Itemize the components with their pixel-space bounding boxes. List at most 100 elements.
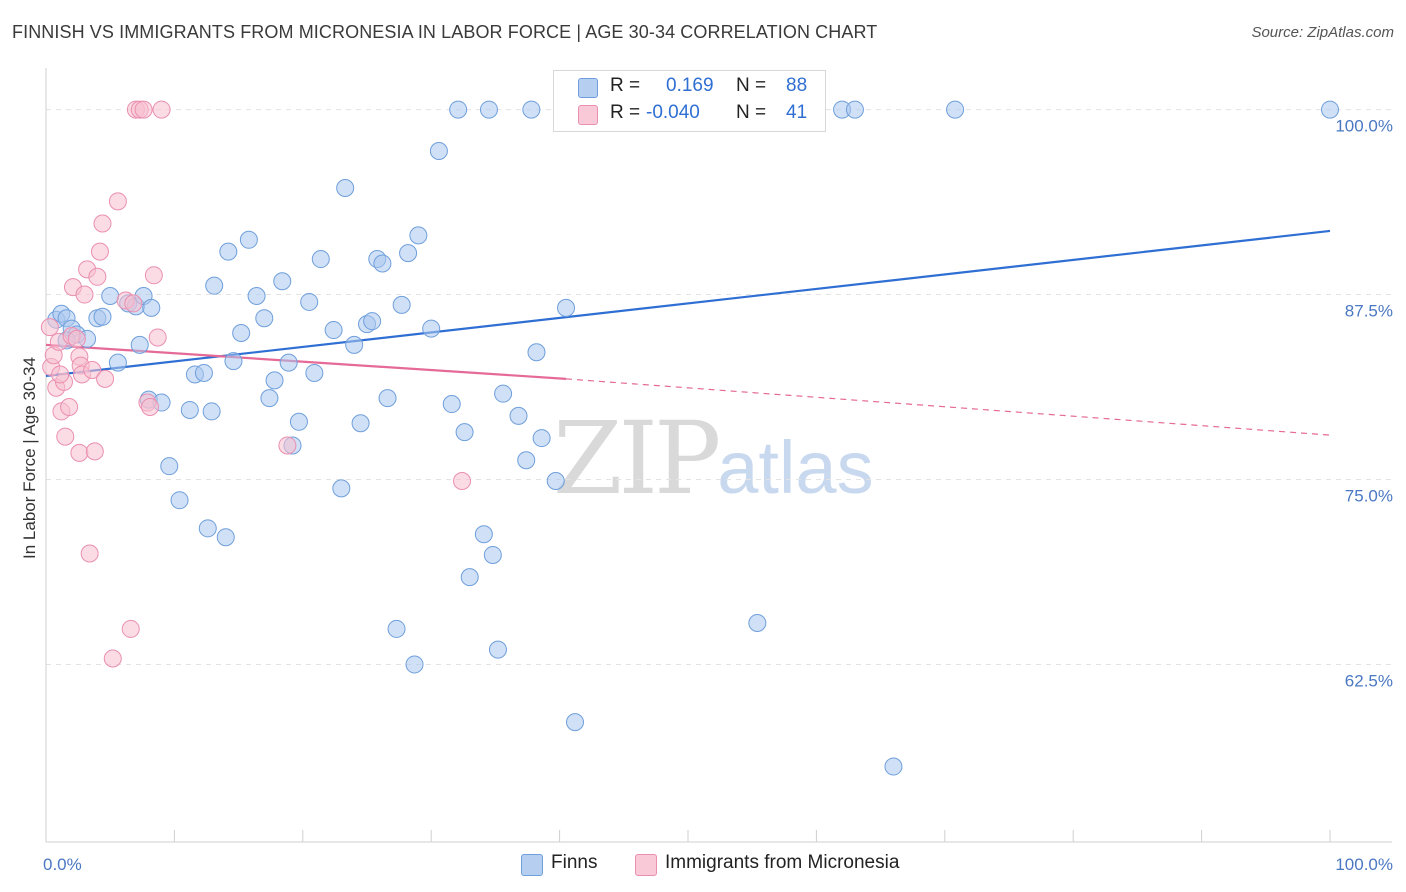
micronesia-point xyxy=(278,436,297,455)
micronesia-point xyxy=(90,242,109,261)
finns-point xyxy=(255,309,274,328)
micronesia-point xyxy=(141,397,160,416)
micronesia-trend-line xyxy=(45,343,567,380)
finns-point xyxy=(289,412,308,431)
tick-labels: 62.5% 75.0% 87.5% 100.0% 0.0% 100.0% xyxy=(43,117,1393,874)
micronesia-point xyxy=(67,329,86,348)
finns-point xyxy=(351,414,370,433)
micronesia-point xyxy=(80,544,99,563)
finns-point xyxy=(224,352,243,371)
micronesia-point xyxy=(85,442,104,461)
finns-point xyxy=(300,292,319,311)
micronesia-point xyxy=(453,471,472,490)
micronesia-point xyxy=(40,318,59,337)
finns-swatch xyxy=(521,854,543,876)
finns-point xyxy=(422,319,441,338)
finns-point xyxy=(509,406,528,425)
finns-point xyxy=(845,100,864,119)
micronesia-swatch xyxy=(635,854,657,876)
finns-point xyxy=(336,179,355,198)
chart-title: FINNISH VS IMMIGRANTS FROM MICRONESIA IN… xyxy=(12,22,878,42)
micronesia-point xyxy=(70,443,89,462)
micronesia-point xyxy=(152,100,171,119)
micronesia-point xyxy=(124,294,143,313)
micronesia-swatch xyxy=(578,105,598,125)
finns-point xyxy=(409,226,428,245)
finns-point xyxy=(332,479,351,498)
finns-point xyxy=(442,395,461,414)
micronesia-point xyxy=(88,267,107,286)
gridlines xyxy=(46,109,1392,665)
finns-point xyxy=(198,519,217,538)
watermark-zip: ZIP xyxy=(553,400,721,517)
finns-point xyxy=(405,655,424,674)
y-tick-label: 75.0% xyxy=(1345,486,1393,505)
finns-point xyxy=(387,619,406,638)
legend-n-label: N = xyxy=(736,102,767,123)
finns-point xyxy=(142,298,161,317)
micronesia-point xyxy=(51,365,70,384)
micronesia-point xyxy=(93,214,112,233)
legend-n-label: N = xyxy=(736,75,767,96)
finns-point xyxy=(378,389,397,408)
source-label: Source: ZipAtlas.com xyxy=(1251,24,1394,41)
finns-point xyxy=(429,142,448,161)
finns-point xyxy=(946,100,965,119)
finns-point xyxy=(373,254,392,273)
finns-point xyxy=(557,298,576,317)
finns-point xyxy=(324,321,343,340)
micronesia-point xyxy=(83,361,102,380)
micronesia-point xyxy=(144,266,163,285)
finns-point xyxy=(455,423,474,442)
finns-point xyxy=(363,312,382,331)
micronesia-point xyxy=(103,649,122,668)
finns-point xyxy=(474,525,493,544)
finns-point xyxy=(108,353,127,372)
finns-trend-line xyxy=(45,229,1331,378)
finns-point xyxy=(273,272,292,291)
finns-point xyxy=(884,757,903,776)
correlation-legend: R = 0.169 N = 88 R = -0.040 N = 41 xyxy=(553,70,826,132)
finns-point xyxy=(311,250,330,269)
axes xyxy=(45,68,1392,843)
finns-point xyxy=(170,491,189,510)
finns-point xyxy=(546,471,565,490)
y-tick-label: 100.0% xyxy=(1335,117,1393,136)
finns-point xyxy=(399,244,418,263)
finns-point xyxy=(449,100,468,119)
finns-point xyxy=(216,528,235,547)
x-tick-label: 100.0% xyxy=(1335,855,1393,874)
finns-point xyxy=(483,545,502,564)
finns-point xyxy=(202,402,221,421)
finns-point xyxy=(479,100,498,119)
finns-point xyxy=(345,335,364,354)
finns-point xyxy=(460,568,479,587)
watermark-atlas: atlas xyxy=(717,426,874,509)
finns-point xyxy=(279,353,298,372)
watermark: ZIPatlas xyxy=(553,400,874,517)
finns-point xyxy=(194,363,213,382)
finns-point xyxy=(1321,100,1339,119)
finns-point xyxy=(517,451,536,470)
micronesia-point xyxy=(134,100,153,119)
finns-point xyxy=(494,384,513,403)
legend-n-value-micronesia: 41 xyxy=(786,102,808,123)
trend-lines xyxy=(45,229,1331,436)
finns-point xyxy=(205,276,224,295)
data-points xyxy=(40,100,1339,776)
micronesia-point xyxy=(75,285,94,304)
micronesia-trend-line-extension xyxy=(565,378,1331,436)
finns-point xyxy=(219,242,238,261)
micronesia-point xyxy=(108,192,127,211)
y-axis-label: In Labor Force | Age 30-34 xyxy=(20,357,39,559)
finns-point xyxy=(160,457,179,476)
micronesia-point xyxy=(60,397,79,416)
finns-point xyxy=(265,371,284,390)
legend-micronesia-label: Immigrants from Micronesia xyxy=(665,852,900,873)
micronesia-point xyxy=(56,427,75,446)
finns-point xyxy=(527,343,546,362)
legend-r-label: R = xyxy=(610,75,641,96)
finns-point xyxy=(180,400,199,419)
finns-point xyxy=(748,614,767,633)
